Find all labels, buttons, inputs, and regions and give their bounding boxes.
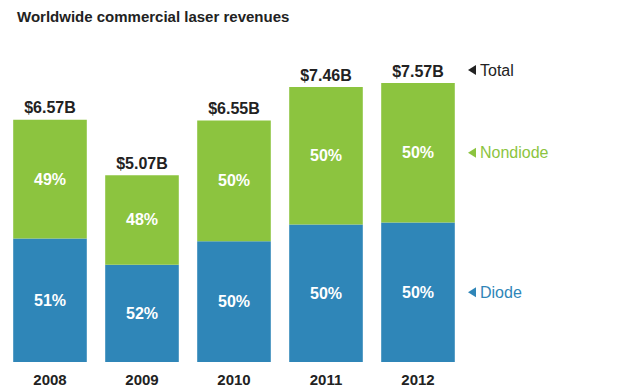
svg-text:50%: 50% — [402, 284, 434, 301]
svg-text:50%: 50% — [310, 147, 342, 164]
svg-text:49%: 49% — [34, 171, 66, 188]
svg-text:52%: 52% — [126, 305, 158, 322]
svg-text:50%: 50% — [218, 172, 250, 189]
svg-text:2008: 2008 — [33, 371, 66, 388]
svg-text:51%: 51% — [34, 292, 66, 309]
svg-text:Diode: Diode — [480, 284, 522, 301]
svg-text:2009: 2009 — [125, 371, 158, 388]
svg-text:2011: 2011 — [310, 371, 343, 388]
svg-text:2012: 2012 — [401, 371, 434, 388]
svg-text:50%: 50% — [218, 293, 250, 310]
svg-text:Total: Total — [480, 62, 514, 79]
svg-text:$5.07B: $5.07B — [116, 155, 168, 172]
svg-text:$7.57B: $7.57B — [392, 63, 444, 80]
svg-text:$7.46B: $7.46B — [300, 67, 352, 84]
svg-text:Worldwide commercial laser rev: Worldwide commercial laser revenues — [17, 8, 289, 25]
svg-text:50%: 50% — [310, 285, 342, 302]
svg-text:Nondiode: Nondiode — [480, 144, 549, 161]
svg-text:$6.57B: $6.57B — [24, 99, 76, 116]
svg-text:2010: 2010 — [217, 371, 250, 388]
svg-text:$6.55B: $6.55B — [208, 100, 260, 117]
svg-text:48%: 48% — [126, 211, 158, 228]
svg-text:50%: 50% — [402, 144, 434, 161]
